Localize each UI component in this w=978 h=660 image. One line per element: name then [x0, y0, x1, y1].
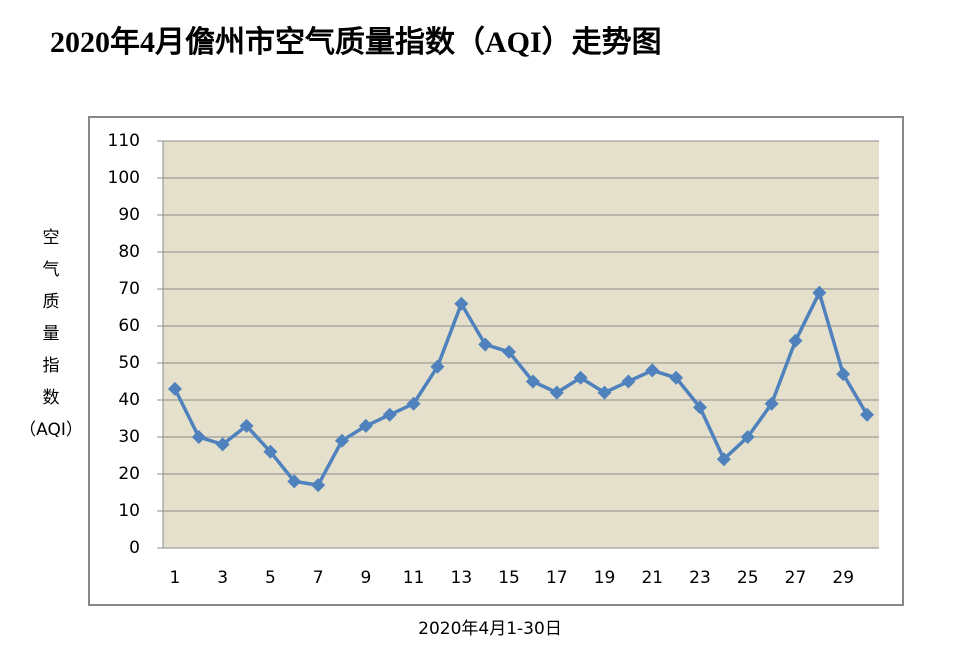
marker: [263, 444, 278, 459]
y-tick-label: 50: [118, 353, 140, 373]
marker: [693, 400, 707, 415]
marker: [740, 430, 755, 444]
marker: [287, 474, 302, 489]
x-tick-label: 29: [832, 568, 854, 588]
x-tick-label: 3: [217, 568, 228, 588]
marker: [597, 385, 612, 400]
x-tick-label: 27: [785, 568, 807, 588]
marker: [167, 381, 182, 396]
marker: [764, 396, 779, 411]
y-tick-label: 40: [118, 390, 140, 410]
marker: [454, 296, 469, 311]
marker: [215, 437, 230, 452]
y-tick-label: 60: [118, 316, 140, 336]
marker: [860, 407, 875, 422]
line: [173, 290, 869, 487]
y-tick-label: 0: [129, 538, 140, 558]
y-tick-label: 100: [108, 168, 140, 188]
x-axis-label: 2020年4月1-30日: [418, 619, 562, 639]
x-tick-label: 15: [498, 568, 520, 588]
y-tick-label: 20: [118, 464, 140, 484]
y-axis-label: 指: [43, 356, 60, 376]
marker: [645, 363, 660, 378]
marker: [836, 367, 851, 382]
y-axis-label: （AQI）: [19, 420, 83, 440]
chart-title: 2020年4月儋州市空气质量指数（AQI）走势图: [50, 25, 662, 59]
x-tick-label: 11: [403, 568, 425, 588]
marker: [716, 452, 731, 467]
x-tick-label: 1: [170, 568, 181, 588]
y-axis-label: 数: [43, 388, 60, 408]
marker: [525, 374, 540, 389]
marker: [239, 418, 254, 433]
y-tick-label: 110: [108, 131, 140, 151]
y-axis-label: 量: [43, 324, 60, 344]
marker: [358, 418, 373, 433]
marker: [430, 359, 445, 374]
marker: [382, 407, 397, 422]
y-tick-label: 30: [118, 427, 140, 447]
x-tick-label: 9: [360, 568, 371, 588]
x-tick-label: 13: [451, 568, 473, 588]
marker: [335, 433, 349, 448]
marker: [669, 370, 684, 385]
marker: [502, 344, 517, 359]
y-axis-label: 空: [43, 228, 60, 248]
x-tick-label: 19: [594, 568, 616, 588]
x-tick-label: 21: [641, 568, 663, 588]
marker: [621, 374, 636, 389]
marker: [549, 385, 564, 400]
y-tick-label: 80: [118, 242, 140, 262]
x-tick-label: 5: [265, 568, 276, 588]
x-tick-label: 7: [313, 568, 324, 588]
marker: [311, 478, 326, 493]
x-tick-label: 17: [546, 568, 568, 588]
y-tick-label: 70: [118, 279, 140, 299]
marker: [478, 337, 493, 352]
y-tick-label: 90: [118, 205, 140, 225]
marker: [406, 396, 421, 411]
y-axis-label: 气: [43, 260, 60, 280]
y-tick-label: 10: [118, 501, 140, 521]
plot-area: [163, 141, 879, 548]
x-tick-label: 23: [689, 568, 711, 588]
y-axis-label: 质: [43, 292, 60, 312]
x-tick-label: 25: [737, 568, 759, 588]
marker: [812, 285, 827, 300]
marker: [191, 430, 206, 444]
marker: [573, 370, 588, 385]
marker: [788, 333, 803, 348]
